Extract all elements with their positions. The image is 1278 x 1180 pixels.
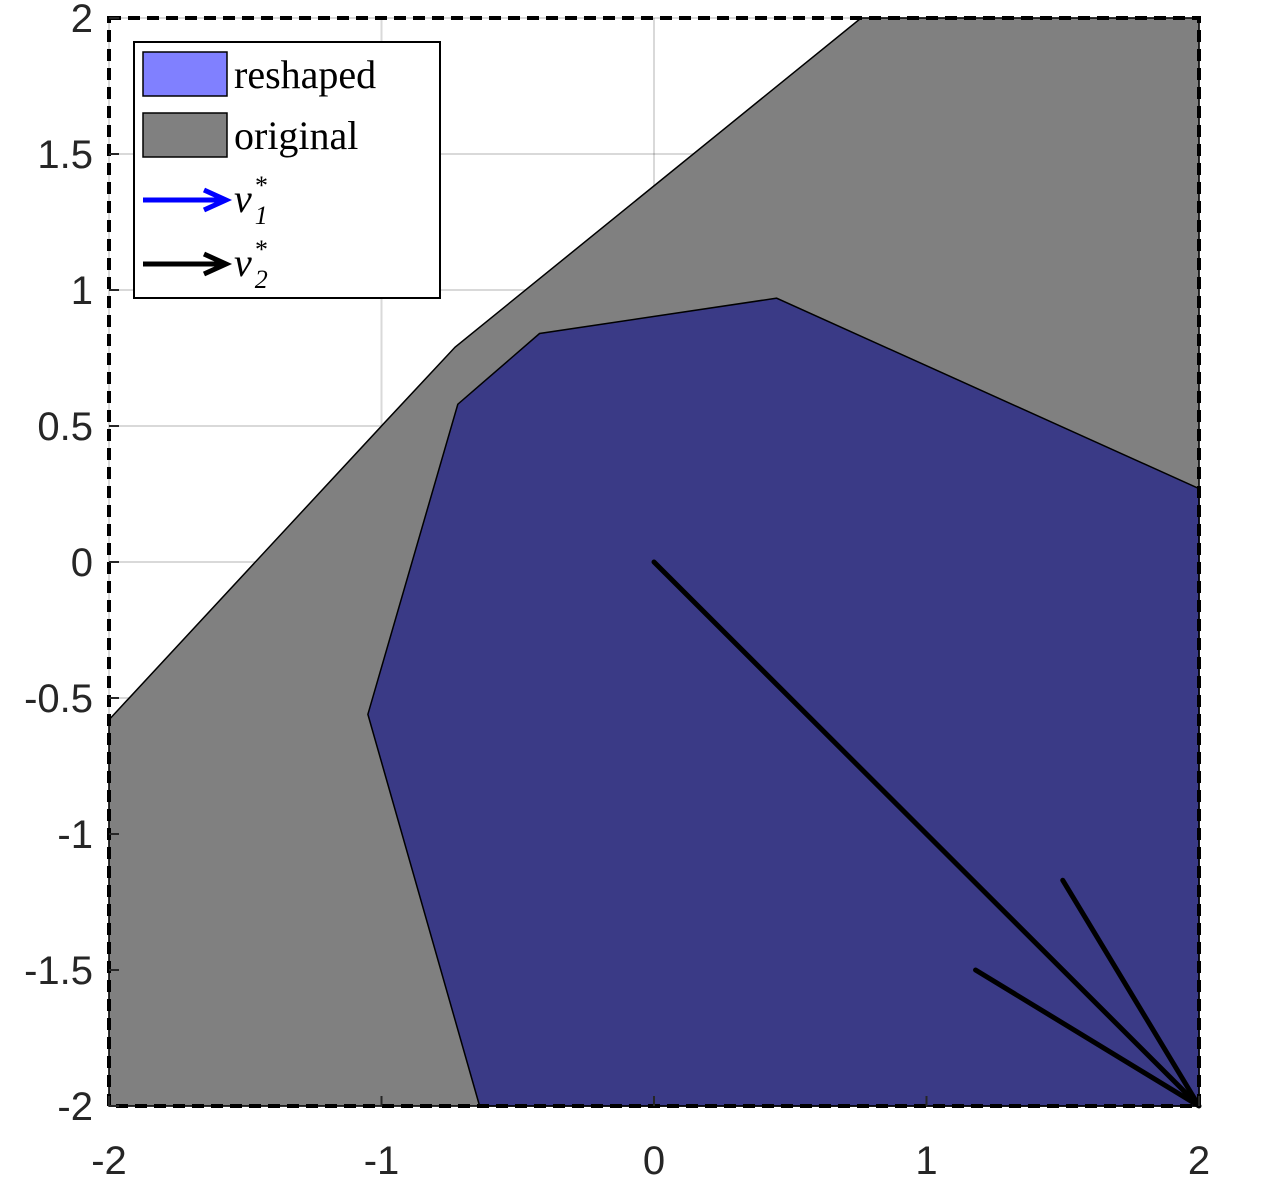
y-tick-label: 1.5: [37, 133, 93, 177]
axes: -2 -1 0 1 2 2 1.5 1 0.5 0 -0.5 -1 -1.5 -2: [24, 0, 1210, 1180]
y-tick-label: 2: [71, 0, 93, 41]
legend-label: original: [234, 113, 358, 158]
y-tick-label: -2: [57, 1085, 93, 1129]
y-tick-label: 0.5: [37, 405, 93, 449]
y-tick-label: -1.5: [24, 949, 93, 993]
x-tick-label: 1: [915, 1139, 937, 1180]
legend-label: v* 1: [234, 171, 268, 230]
legend-label: v* 2: [234, 235, 268, 294]
y-tick-label: 0: [71, 541, 93, 585]
legend-label: reshaped: [234, 52, 376, 97]
legend-arrow-head: [202, 251, 233, 277]
x-tick-label: -1: [364, 1139, 400, 1180]
series-layer: [108, 17, 1202, 1109]
y-tick-label: 1: [71, 269, 93, 313]
legend-swatch: [142, 112, 228, 158]
x-tick-label: 0: [643, 1139, 665, 1180]
y-tick-label: -0.5: [24, 677, 93, 721]
x-tick-label: 2: [1188, 1139, 1210, 1180]
legend-arrow-head: [202, 187, 233, 213]
legend: reshaped original v* 1 v* 2: [133, 41, 441, 299]
y-tick-label: -1: [57, 813, 93, 857]
x-tick-label: -2: [91, 1139, 127, 1180]
legend-swatch: [142, 51, 228, 97]
series-v2-arrow-shaft: [651, 559, 1202, 1109]
